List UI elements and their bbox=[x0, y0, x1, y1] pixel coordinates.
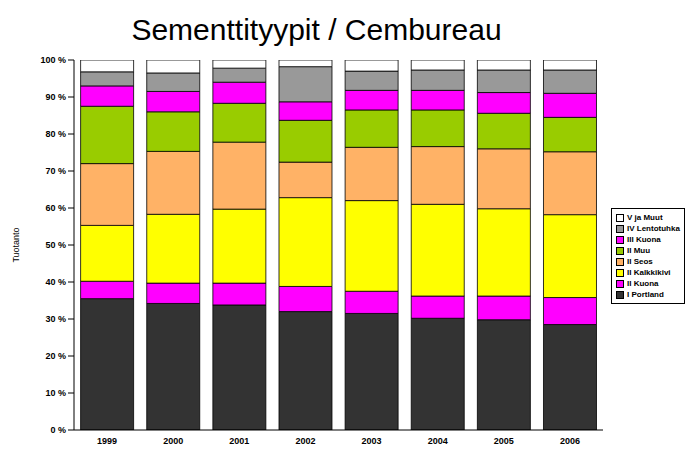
svg-text:2003: 2003 bbox=[362, 436, 382, 446]
svg-text:1999: 1999 bbox=[97, 436, 117, 446]
html-text:IV Lentotuhka: IV Lentotuhka bbox=[627, 224, 680, 233]
svg-text:70 %: 70 % bbox=[45, 166, 66, 176]
html-text:I Portland: I Portland bbox=[627, 290, 664, 299]
svg-text:2004: 2004 bbox=[428, 436, 448, 446]
svg-text:40 %: 40 % bbox=[45, 277, 66, 287]
html-text:V ja Muut: V ja Muut bbox=[627, 213, 663, 222]
svg-text:50 %: 50 % bbox=[45, 240, 66, 250]
svg-text:80 %: 80 % bbox=[45, 129, 66, 139]
svg-text:2002: 2002 bbox=[295, 436, 315, 446]
svg-text:100 %: 100 % bbox=[40, 55, 66, 65]
svg-text:0 %: 0 % bbox=[50, 425, 66, 435]
svg-text:2005: 2005 bbox=[494, 436, 514, 446]
svg-text:10 %: 10 % bbox=[45, 388, 66, 398]
svg-text:20 %: 20 % bbox=[45, 351, 66, 361]
svg-text:2001: 2001 bbox=[229, 436, 249, 446]
svg-text:90 %: 90 % bbox=[45, 92, 66, 102]
html-text:II Kuona: II Kuona bbox=[627, 279, 659, 288]
html-text:II Kalkkikivi: II Kalkkikivi bbox=[627, 268, 671, 277]
svg-text:2000: 2000 bbox=[163, 436, 183, 446]
html-text:II Muu: II Muu bbox=[627, 246, 651, 255]
svg-text:30 %: 30 % bbox=[45, 314, 66, 324]
html-text:Sementtityypit / Cembureau: Sementtityypit / Cembureau bbox=[131, 13, 502, 46]
html-text:II Seos: II Seos bbox=[627, 257, 653, 266]
html-text:III Kuona: III Kuona bbox=[627, 235, 661, 244]
svg-text:Tuotanto: Tuotanto bbox=[11, 227, 21, 262]
svg-text:2006: 2006 bbox=[560, 436, 580, 446]
svg-text:60 %: 60 % bbox=[45, 203, 66, 213]
